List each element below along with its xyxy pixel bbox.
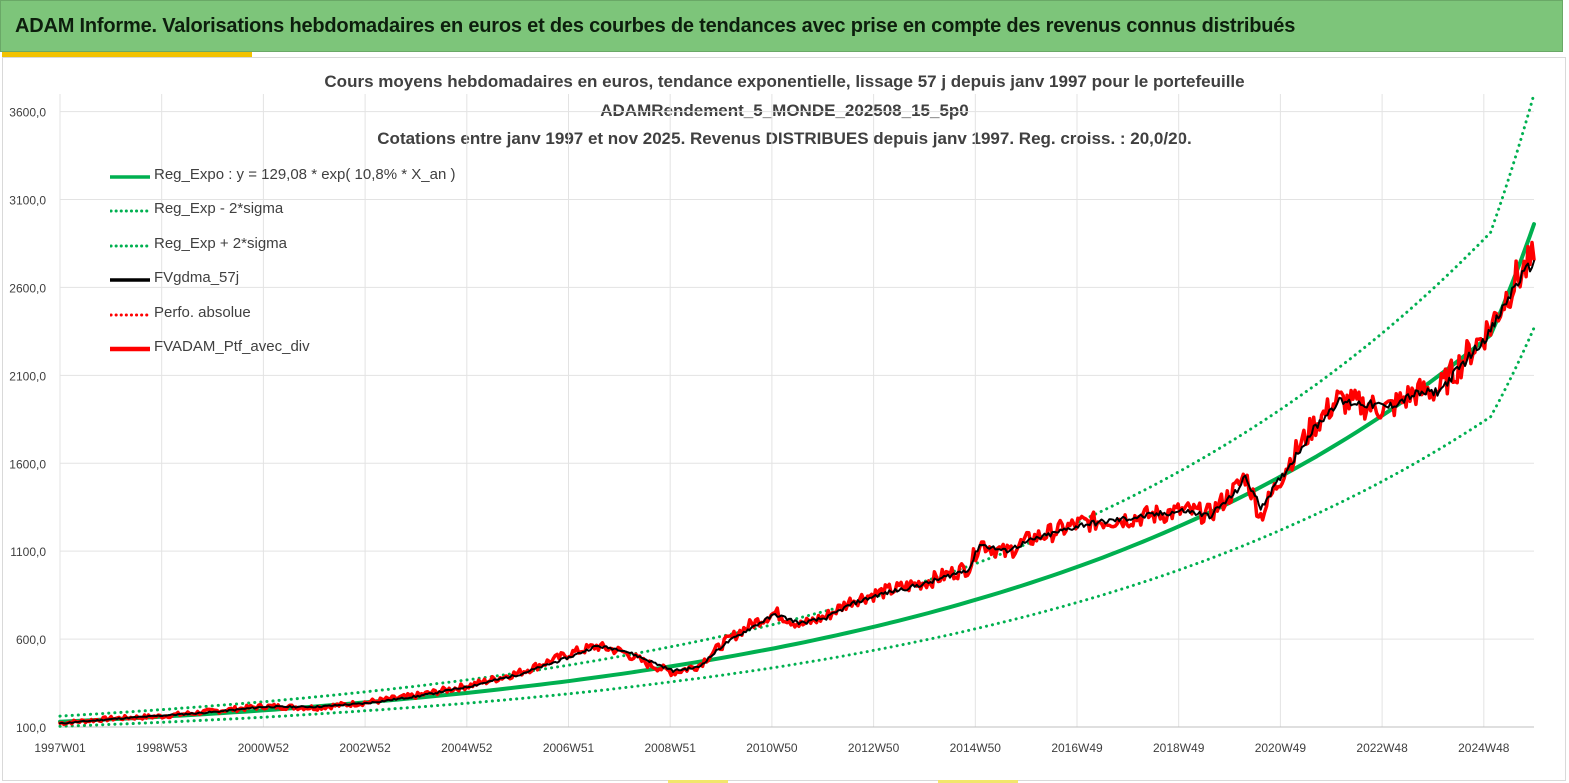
legend-label: FVgdma_57j bbox=[154, 269, 240, 287]
chart-title-line-2: ADAMRendement_5_MONDE_202508_15_5p0 bbox=[600, 101, 969, 120]
x-tick-label: 2018W49 bbox=[1153, 741, 1205, 755]
x-tick-label: 2020W49 bbox=[1255, 741, 1307, 755]
legend-label: Reg_Expo : y = 129,08 * exp( 10,8% * X_a… bbox=[154, 166, 456, 183]
y-tick-label: 1100,0 bbox=[10, 545, 46, 559]
x-tick-label: 2014W50 bbox=[950, 741, 1002, 755]
series-reg-expo bbox=[58, 222, 1536, 724]
bottom-decoration bbox=[668, 780, 728, 783]
legend-label: Reg_Exp - 2*sigma bbox=[154, 200, 284, 218]
x-tick-label: 2012W50 bbox=[848, 741, 900, 755]
series-lines bbox=[58, 92, 1536, 728]
report-banner: ADAM Informe. Valorisations hebdomadaire… bbox=[0, 0, 1563, 52]
legend-label: Reg_Exp + 2*sigma bbox=[154, 234, 287, 252]
legend-label: FVADAM_Ptf_avec_div bbox=[154, 337, 310, 355]
chart-title-line-3: Cotations entre janv 1997 et nov 2025. R… bbox=[377, 129, 1192, 148]
x-tick-label: 2024W48 bbox=[1458, 741, 1510, 755]
y-axis-tick-labels: 100,0 600,0 1100,0 1600,0 2100,0 2600,0 3100,0… bbox=[9, 106, 46, 735]
x-tick-label: 1997W01 bbox=[34, 741, 86, 755]
chart-frame bbox=[2, 57, 1566, 781]
y-tick-label: 3600,0 bbox=[9, 106, 46, 120]
legend-swatch-reg-exp-plus bbox=[110, 244, 150, 248]
series-perfo-absolue bbox=[58, 241, 1536, 726]
x-tick-label: 1998W53 bbox=[136, 741, 188, 755]
x-tick-label: 2002W52 bbox=[339, 741, 391, 755]
x-tick-label: 2010W50 bbox=[746, 741, 798, 755]
legend-swatch-ptf-avec-div bbox=[110, 346, 150, 352]
y-tick-label: 2100,0 bbox=[9, 369, 46, 383]
x-tick-label: 2008W51 bbox=[645, 741, 697, 755]
series-fvadam-ptf-avec-div bbox=[58, 240, 1536, 727]
bottom-decoration bbox=[938, 780, 1018, 783]
accent-bar bbox=[2, 52, 252, 57]
x-tick-label: 2016W49 bbox=[1051, 741, 1103, 755]
x-tick-label: 2000W52 bbox=[238, 741, 290, 755]
report-title: ADAM Informe. Valorisations hebdomadaire… bbox=[15, 15, 1296, 37]
x-tick-label: 2022W48 bbox=[1356, 741, 1408, 755]
legend-label: Perfo. absolue bbox=[154, 303, 251, 321]
y-tick-label: 1600,0 bbox=[9, 457, 46, 471]
x-tick-label: 2006W51 bbox=[543, 741, 595, 755]
chart-title-line-1: Cours moyens hebdomadaires en euros, ten… bbox=[324, 72, 1245, 91]
legend-swatch-perfo-absolue bbox=[110, 313, 150, 317]
gridlines bbox=[59, 94, 1534, 728]
y-tick-label: 2600,0 bbox=[9, 281, 46, 295]
legend-swatch-fvgdma bbox=[110, 278, 150, 282]
x-tick-label: 2004W52 bbox=[441, 741, 493, 755]
series-fvgdma-57j bbox=[59, 260, 1535, 725]
x-axis-tick-labels: 1997W01 1998W53 2000W52 2002W52 2004W52 2006W… bbox=[34, 741, 1509, 755]
y-tick-label: 3100,0 bbox=[9, 194, 46, 208]
series-reg-exp-minus-2sigma bbox=[58, 326, 1536, 728]
legend-swatch-reg-exp-minus bbox=[110, 209, 150, 213]
legend-swatch-reg-expo bbox=[110, 175, 150, 179]
y-tick-label: 100,0 bbox=[16, 721, 46, 735]
y-tick-label: 600,0 bbox=[16, 633, 46, 647]
